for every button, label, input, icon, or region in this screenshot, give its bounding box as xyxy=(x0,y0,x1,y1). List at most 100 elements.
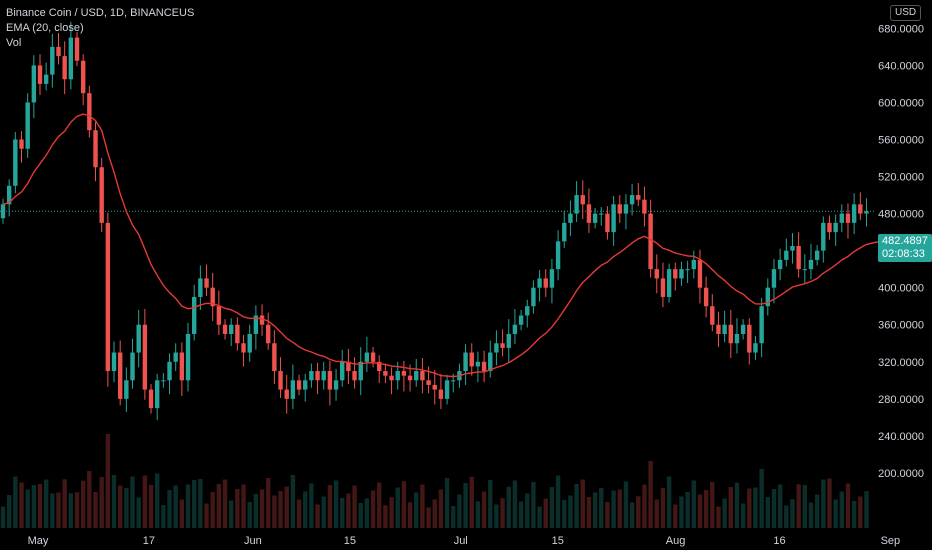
volume-bar xyxy=(247,502,252,528)
candle-body xyxy=(685,269,690,271)
volume-bar xyxy=(321,496,326,528)
last-price-value: 482.4897 xyxy=(882,235,928,247)
candle-body xyxy=(864,211,869,214)
volume-bar xyxy=(62,479,67,528)
volume-bar xyxy=(309,483,314,528)
candle-body xyxy=(722,324,727,334)
candle-body xyxy=(241,343,246,353)
volume-bar xyxy=(6,495,12,528)
candle-body xyxy=(401,371,407,376)
candle-body xyxy=(13,139,18,186)
volume-bar xyxy=(463,483,468,528)
candle-body xyxy=(167,361,172,381)
candle-body xyxy=(56,46,61,57)
x-tick-label: Aug xyxy=(666,535,686,547)
volume-bar xyxy=(389,497,394,528)
y-tick-label: 280.0000 xyxy=(878,394,924,406)
volume-bar xyxy=(518,501,524,528)
volume-bar xyxy=(777,484,783,528)
volume-bar xyxy=(432,499,437,528)
legend-vol: Vol xyxy=(6,37,22,49)
volume-bar xyxy=(740,503,746,528)
volume-bar xyxy=(759,469,764,528)
volume-bar xyxy=(74,492,80,528)
volume-bar xyxy=(290,475,296,528)
candle-body xyxy=(179,352,185,381)
candle-body xyxy=(654,269,659,279)
volume-bar xyxy=(315,504,320,528)
x-tick-label: Jul xyxy=(454,535,468,547)
candle-body xyxy=(679,269,684,279)
candle-body xyxy=(728,324,733,344)
volume-bar xyxy=(660,488,666,528)
volume-bar xyxy=(161,505,166,528)
volume-bar xyxy=(864,491,869,528)
candle-body xyxy=(315,371,320,381)
candle-body xyxy=(50,46,55,75)
candle-body xyxy=(191,296,197,334)
candle-body xyxy=(636,195,641,200)
candle-body xyxy=(833,222,838,233)
candle-body xyxy=(808,259,814,270)
candle-body xyxy=(543,278,548,288)
volume-bar xyxy=(222,479,228,528)
candle-body xyxy=(432,384,437,390)
y-tick-label: 320.0000 xyxy=(878,357,924,369)
candle-body xyxy=(124,380,129,399)
candle-body xyxy=(691,259,696,270)
candle-body xyxy=(796,246,801,270)
candle-body xyxy=(247,334,252,353)
candle-body xyxy=(284,389,289,399)
volume-bar xyxy=(531,482,536,528)
candle-body xyxy=(259,315,265,325)
candle-body xyxy=(99,167,104,223)
candle-body xyxy=(555,241,561,270)
volume-bar xyxy=(747,488,752,528)
candle-body xyxy=(290,380,296,399)
candle-body xyxy=(377,361,382,372)
candle-body xyxy=(309,371,314,381)
candle-body xyxy=(222,324,228,334)
candle-body xyxy=(74,37,80,61)
candle-body xyxy=(500,343,505,348)
x-tick-label: 15 xyxy=(552,535,564,547)
volume-bar xyxy=(771,489,777,528)
chart-legend: Binance Coin / USD, 1D, BINANCEUS EMA (2… xyxy=(6,6,194,51)
candle-body xyxy=(420,371,425,381)
candle-body xyxy=(673,269,678,279)
currency-badge[interactable]: USD xyxy=(890,5,922,21)
volume-bar xyxy=(636,496,641,528)
candle-body xyxy=(777,259,783,270)
volume-bar xyxy=(124,488,129,528)
volume-bar xyxy=(229,500,234,528)
volume-bar xyxy=(13,476,18,528)
candle-body xyxy=(734,334,740,344)
volume-bar xyxy=(685,492,690,528)
candle-body xyxy=(130,352,135,381)
candle-body xyxy=(148,389,154,409)
last-price-tag: 482.4897 02:08:33 xyxy=(878,234,932,262)
legend-title: Binance Coin / USD, 1D, BINANCEUS xyxy=(6,7,195,19)
volume-bar xyxy=(858,496,863,528)
candle-body xyxy=(629,195,635,205)
volume-bar xyxy=(401,481,407,528)
volume-bar xyxy=(383,505,388,528)
candle-body xyxy=(586,204,592,223)
volume-bar xyxy=(728,487,733,528)
volume-bar xyxy=(475,501,481,528)
candle-body xyxy=(117,352,123,399)
volume-bar xyxy=(327,485,333,528)
volume-bar xyxy=(710,482,715,528)
y-tick-label: 200.0000 xyxy=(878,468,924,480)
volume-bar xyxy=(43,479,49,528)
candle-body xyxy=(111,352,117,372)
volume-bar xyxy=(592,492,598,528)
candle-body xyxy=(80,60,86,94)
volume-bar xyxy=(525,493,530,528)
volume-bar xyxy=(31,485,37,528)
volume-bar xyxy=(407,502,413,528)
volume-bar xyxy=(722,498,727,528)
volume-bar xyxy=(136,497,141,528)
candle-body xyxy=(395,371,400,381)
volume-bar xyxy=(586,497,592,528)
